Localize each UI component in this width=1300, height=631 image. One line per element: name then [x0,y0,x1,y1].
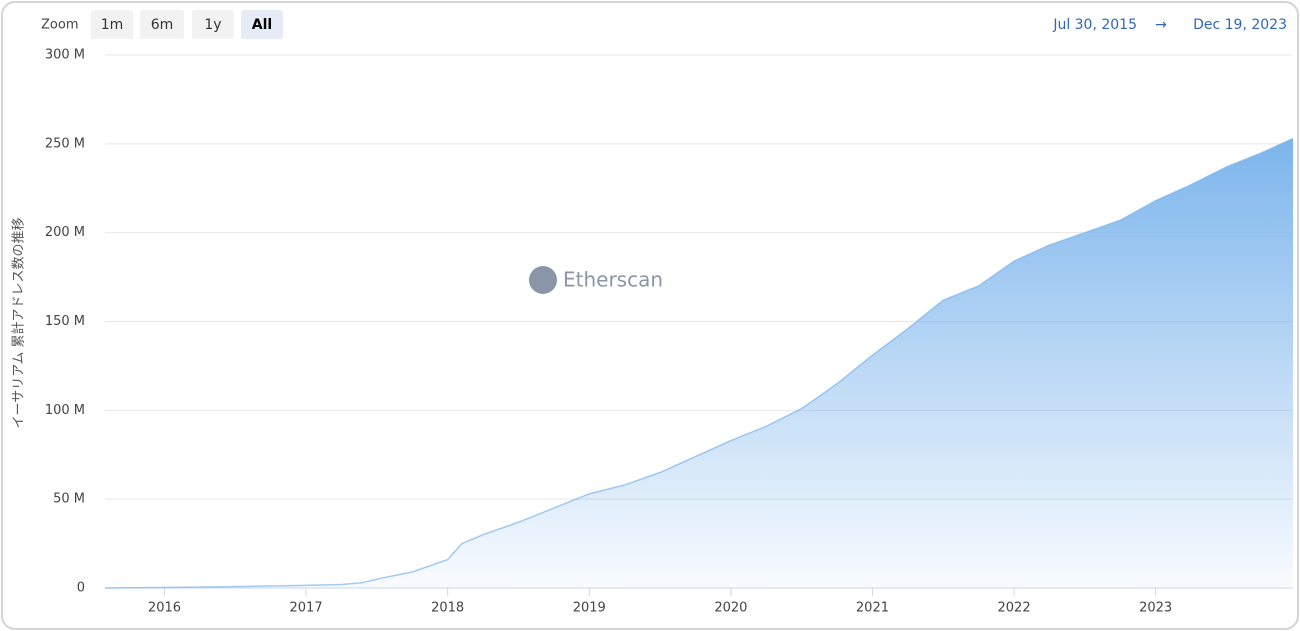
zoom-button-label[interactable]: 1m [101,17,124,33]
x-tick-label: 2021 [856,601,889,616]
watermark-logo [529,266,557,294]
zoom-button-label[interactable]: 1y [204,17,221,33]
y-tick-label: 0 [77,581,85,596]
watermark-text: Etherscan [563,268,663,292]
x-tick-label: 2019 [573,601,606,616]
x-tick-label: 2020 [714,601,747,616]
x-tick-label: 2023 [1139,601,1172,616]
zoom-button-label[interactable]: All [252,17,272,33]
zoom-button[interactable] [140,10,184,39]
range-arrow: → [1155,17,1167,33]
y-tick-label: 250 M [45,136,85,151]
x-tick-label: 2016 [148,601,181,616]
range-to: Dec 19, 2023 [1193,17,1287,33]
zoom-label: Zoom [41,18,78,33]
y-tick-label: 150 M [45,314,85,329]
area-fill [105,138,1293,588]
y-tick-label: 50 M [53,492,85,507]
area-line [104,137,1294,589]
x-tick-label: 2018 [431,601,464,616]
x-tick-label: 2022 [998,601,1031,616]
zoom-button[interactable] [91,10,133,39]
y-tick-label: 100 M [45,403,85,418]
chart: Zoom Jul 30, 2015 → Dec 19, 2023 Ethersc… [11,10,1294,616]
y-tick-label: 200 M [45,225,85,240]
range-from: Jul 30, 2015 [1052,17,1137,33]
zoom-button[interactable] [241,10,283,39]
zoom-button[interactable] [192,10,234,39]
y-tick-label: 300 M [45,48,85,63]
zoom-button-label[interactable]: 6m [151,17,174,33]
y-axis-label: イーサリアム 累計アドレス数の推移 [11,218,27,429]
watermark: Etherscan [529,266,663,294]
x-tick-label: 2017 [290,601,323,616]
